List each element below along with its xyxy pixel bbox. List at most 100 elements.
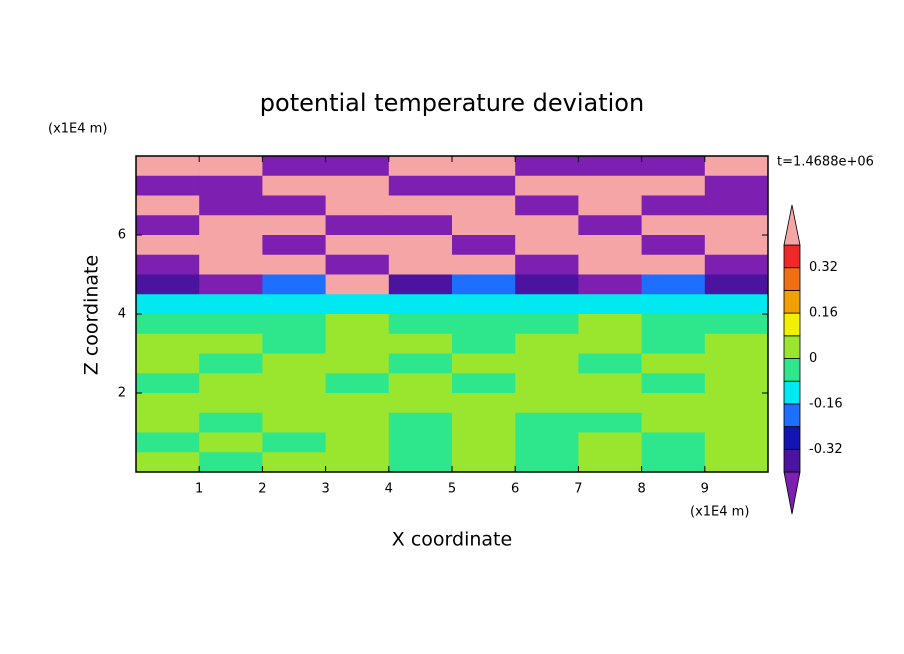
field-cell	[641, 156, 706, 177]
field-cell	[136, 314, 200, 335]
field-cell	[136, 195, 200, 216]
field-cell	[515, 254, 579, 275]
field-cell	[136, 294, 200, 315]
field-cell	[578, 373, 643, 394]
field-cell	[388, 314, 453, 335]
field-cell	[578, 393, 643, 414]
field-cell	[515, 373, 579, 394]
field-cell	[641, 333, 706, 354]
field-cell	[641, 294, 706, 315]
field-cell	[325, 432, 390, 453]
y-unit: (x1E4 m)	[48, 122, 107, 137]
field-cell	[388, 254, 453, 275]
field-cell	[199, 432, 263, 453]
colorbar-box	[783, 426, 801, 450]
colorbar: -0.32 -0.16 0 0.16 0.32	[783, 204, 843, 515]
field-cell	[325, 235, 390, 256]
field-cell	[515, 175, 579, 196]
field-cell	[578, 452, 643, 472]
field-cell	[515, 294, 579, 315]
field-cell	[325, 254, 390, 275]
field-cell	[704, 353, 768, 374]
x-tick-label: 4	[385, 482, 393, 497]
field-cell	[388, 412, 453, 433]
field-cell	[388, 353, 453, 374]
colorbar-box	[783, 380, 801, 405]
field-cell	[452, 156, 516, 177]
x-tick-label: 7	[574, 482, 582, 497]
field-cell	[136, 373, 200, 394]
colorbar-box	[783, 267, 801, 291]
field-cell	[199, 254, 263, 275]
field-cell	[388, 274, 453, 295]
field-cell	[452, 175, 516, 196]
field-cell	[641, 215, 706, 236]
field-cell	[641, 373, 706, 394]
field-cell	[515, 314, 579, 335]
colorbar-label: 0.32	[809, 260, 838, 275]
field	[136, 156, 768, 472]
field-cell	[515, 156, 579, 177]
field-cell	[452, 333, 516, 354]
field-cell	[515, 432, 579, 453]
field-cell	[515, 412, 579, 433]
field-cell	[388, 195, 453, 216]
field-cell	[199, 393, 263, 414]
field-cell	[704, 274, 768, 295]
field-cell	[388, 373, 453, 394]
field-cell	[325, 195, 390, 216]
field-cell	[199, 156, 263, 177]
field-cell	[262, 353, 327, 374]
field-cell	[199, 452, 263, 472]
field-cell	[641, 412, 706, 433]
field-cell	[136, 393, 200, 414]
field-cell	[136, 235, 200, 256]
field-cell	[641, 195, 706, 216]
field-cell	[452, 393, 516, 414]
field-cell	[452, 373, 516, 394]
field-cell	[578, 294, 643, 315]
field-cell	[262, 274, 327, 295]
field-cell	[136, 333, 200, 354]
field-cell	[262, 412, 327, 433]
field-cell	[325, 294, 390, 315]
colorbar-arrow-low	[783, 471, 801, 515]
x-unit: (x1E4 m)	[690, 505, 749, 520]
field-cell	[136, 156, 200, 177]
field-cell	[704, 412, 768, 433]
field-cell	[704, 294, 768, 315]
field-cell	[641, 314, 706, 335]
colorbar-box	[783, 448, 801, 473]
field-cell	[136, 432, 200, 453]
field-cell	[515, 452, 579, 472]
field-cell	[199, 235, 263, 256]
x-tick-label: 8	[637, 482, 645, 497]
field-cell	[515, 235, 579, 256]
colorbar-label: -0.16	[809, 396, 843, 411]
x-tick-label: 5	[448, 482, 456, 497]
field-cell	[641, 175, 706, 196]
field-cell	[262, 156, 327, 177]
field-cell	[452, 452, 516, 472]
field-cell	[262, 393, 327, 414]
field-cell	[704, 215, 768, 236]
field-cell	[199, 333, 263, 354]
colorbar-box	[783, 289, 801, 314]
field-cell	[515, 353, 579, 374]
field-cell	[325, 373, 390, 394]
field-cell	[578, 412, 643, 433]
field-cell	[515, 393, 579, 414]
colorbar-arrow-high	[783, 204, 801, 246]
field-cell	[325, 452, 390, 472]
field-cell	[704, 195, 768, 216]
field-cell	[641, 393, 706, 414]
field-cell	[578, 314, 643, 335]
field-cell	[578, 353, 643, 374]
field-cell	[136, 452, 200, 472]
field-cell	[452, 294, 516, 315]
colorbar-label: 0	[809, 351, 817, 366]
field-cell	[199, 353, 263, 374]
field-cell	[452, 254, 516, 275]
field-cell	[325, 353, 390, 374]
field-cell	[325, 333, 390, 354]
